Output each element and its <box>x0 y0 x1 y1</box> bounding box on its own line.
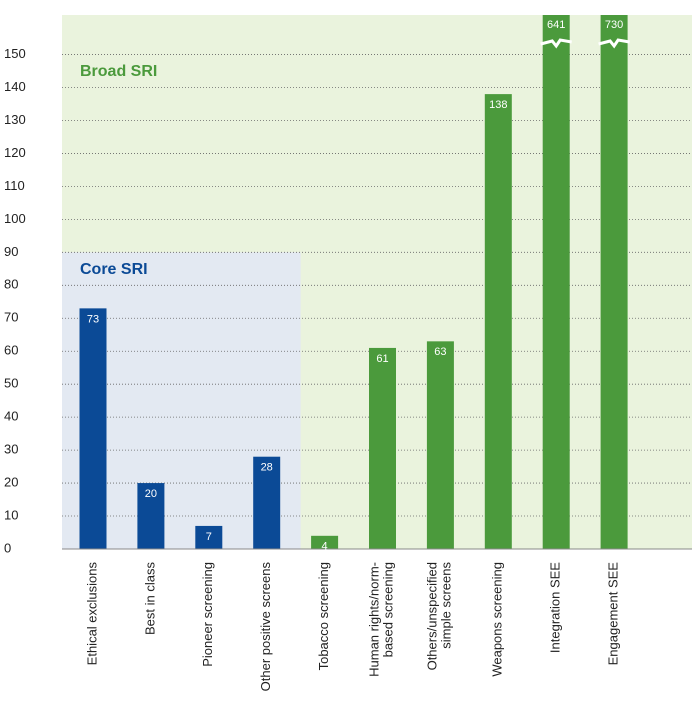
x-tick-label: Integration SEE <box>548 562 563 653</box>
y-tick-label: 90 <box>4 244 18 259</box>
y-tick-label: 50 <box>4 376 18 391</box>
y-tick-label: 150 <box>4 46 26 61</box>
value-label: 73 <box>87 313 99 325</box>
bar <box>137 483 165 549</box>
region-label: Core SRI <box>80 261 148 278</box>
x-tick-label: Human rights/norm-based screening <box>367 562 396 677</box>
value-label: 138 <box>489 99 507 111</box>
bar <box>79 308 107 549</box>
y-tick-label: 110 <box>4 178 25 193</box>
region-label: Broad SRI <box>80 63 157 80</box>
y-tick-label: 140 <box>4 79 26 94</box>
x-tick-label: Ethical exclusions <box>84 562 99 666</box>
y-tick-label: 0 <box>4 540 11 555</box>
x-tick-label: Best in class <box>142 562 157 635</box>
x-tick-label: Others/unspecifiedsimple screens <box>425 562 454 671</box>
axis-break <box>598 38 630 49</box>
value-label: 730 <box>605 19 623 31</box>
x-tick-label: Weapons screening <box>490 562 505 677</box>
value-label: 61 <box>376 353 388 365</box>
y-tick-label: 130 <box>4 112 26 127</box>
bar <box>311 535 339 549</box>
y-tick-label: 10 <box>4 507 18 522</box>
bar <box>484 94 512 549</box>
y-tick-label: 80 <box>4 277 18 292</box>
y-tick-label: 100 <box>4 211 26 226</box>
y-tick-label: 60 <box>4 343 18 358</box>
bar <box>369 347 396 549</box>
y-tick-label: 40 <box>4 409 18 424</box>
y-tick-label: 20 <box>4 475 18 490</box>
value-label: 641 <box>547 19 565 31</box>
value-label: 63 <box>434 346 446 358</box>
value-label: 28 <box>261 462 273 474</box>
x-tick-label: Engagement SEE <box>606 562 621 666</box>
y-tick-label: 70 <box>4 310 18 325</box>
x-tick-label: Tobacco screening <box>316 562 331 670</box>
bar <box>195 525 223 549</box>
y-tick-label: 120 <box>4 145 26 160</box>
y-tick-label: 30 <box>4 442 18 457</box>
value-label: 20 <box>145 488 157 500</box>
x-tick-label: Pioneer screening <box>200 562 215 667</box>
value-label: 7 <box>206 531 212 543</box>
bar <box>600 15 628 549</box>
bar <box>542 15 570 549</box>
bar <box>253 456 281 549</box>
axis-break <box>540 38 572 49</box>
value-label: 4 <box>322 541 328 553</box>
x-tick-label: Other positive screens <box>258 562 273 692</box>
bar <box>426 341 454 549</box>
